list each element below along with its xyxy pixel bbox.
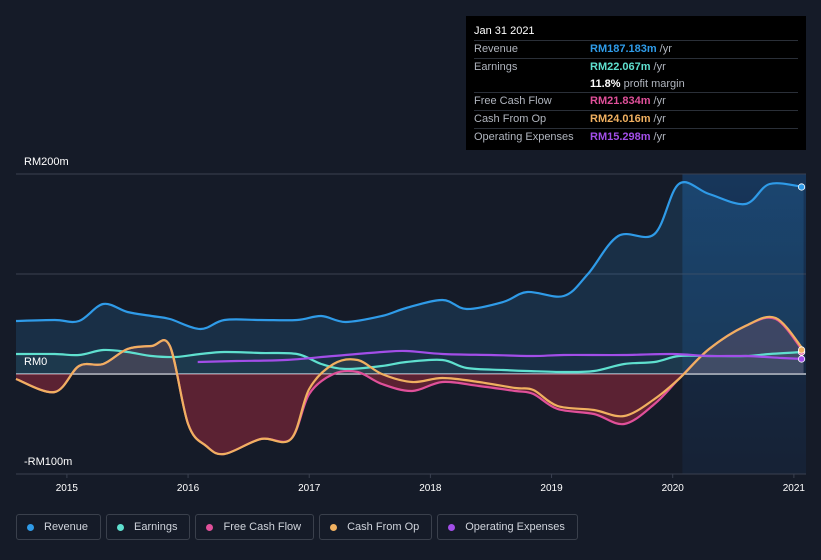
tooltip-value: RM187.183m	[590, 43, 657, 55]
line-operating-expenses	[197, 349, 804, 364]
x-tick-label: 2021	[783, 483, 806, 494]
legend-item-revenue[interactable]: Revenue	[16, 514, 102, 540]
tooltip-row: 11.8% profit margin	[474, 76, 798, 93]
legend-dot-icon	[117, 523, 125, 531]
endpoint-revenue	[797, 183, 806, 191]
area-free-cash-flow-negative	[16, 374, 804, 455]
y-tick-label: -RM100m	[24, 456, 73, 468]
endpoint-cash-from-op	[797, 346, 806, 354]
legend-label: Earnings	[134, 521, 178, 533]
legend-dot-icon	[330, 523, 338, 531]
tooltip-label: Earnings	[474, 60, 518, 73]
tooltip-unit: /yr	[653, 60, 666, 73]
forecast-region	[682, 174, 806, 474]
legend-item-free-cash-flow[interactable]: Free Cash Flow	[195, 514, 315, 540]
legend-item-operating-expenses[interactable]: Operating Expenses	[437, 514, 578, 540]
legend-label: Operating Expenses	[465, 521, 565, 533]
legend-dot-icon	[27, 523, 34, 531]
tooltip-unit: /yr	[653, 130, 666, 143]
tooltip-label: Cash From Op	[474, 113, 547, 126]
tooltip-unit: profit margin	[623, 77, 685, 90]
tooltip-value: RM22.067m	[590, 60, 651, 73]
x-tick-label: 2020	[662, 483, 685, 494]
tooltip-unit: /yr	[659, 43, 672, 55]
financials-chart: 2015 2016 2017 2018 2019 2020 2021	[15, 173, 806, 494]
tooltip-label: Revenue	[474, 43, 519, 55]
line-cash-from-op	[15, 315, 805, 456]
y-tick-label: RM200m	[24, 156, 69, 168]
line-revenue	[15, 181, 804, 331]
tooltip-unit: /yr	[653, 113, 666, 126]
tooltip-row: Revenue RM187.183m/yr	[474, 40, 798, 58]
area-cash-from-op-positive	[16, 316, 804, 374]
x-tick-label: 2019	[540, 483, 563, 494]
x-tick-label: 2018	[419, 483, 442, 494]
tooltip-value: RM15.298m	[590, 130, 651, 143]
tooltip-unit: /yr	[653, 95, 666, 108]
tooltip-label: Operating Expenses	[474, 130, 574, 143]
endpoint-operating-expenses	[797, 355, 806, 363]
tooltip-value: 11.8%	[590, 77, 621, 90]
x-tick-label: 2016	[177, 483, 200, 494]
tooltip-label: Free Cash Flow	[474, 95, 552, 108]
area-free-cash-flow-positive	[16, 317, 804, 374]
line-earnings	[15, 348, 804, 374]
tooltip-row: Free Cash Flow RM21.834m/yr	[474, 92, 798, 110]
legend-item-earnings[interactable]: Earnings	[106, 514, 191, 540]
tooltip-value: RM21.834m	[590, 95, 651, 108]
tooltip-row: Operating Expenses RM15.298m/yr	[474, 127, 798, 146]
area-revenue-positive	[16, 182, 804, 374]
legend-dot-icon	[206, 523, 214, 531]
x-axis-ticks: 2015 2016 2017 2018 2019 2020 2021	[16, 473, 806, 494]
legend-label: Revenue	[44, 521, 89, 533]
tooltip-row: Earnings RM22.067m/yr	[474, 57, 798, 76]
legend-item-cash-from-op[interactable]: Cash From Op	[319, 514, 433, 540]
legend-dot-icon	[448, 523, 456, 531]
legend-label: Free Cash Flow	[223, 521, 302, 533]
x-tick-label: 2015	[56, 483, 79, 494]
tooltip-row: Cash From Op RM24.016m/yr	[474, 110, 798, 128]
series-lines	[15, 181, 806, 456]
tooltip-date: Jan 31 2021	[474, 25, 535, 37]
tooltip-value: RM24.016m	[590, 113, 651, 126]
legend: Revenue Earnings Free Cash Flow Cash From O…	[16, 514, 578, 540]
legend-label: Cash From Op	[347, 521, 420, 533]
y-tick-label: RM0	[24, 356, 48, 368]
tooltip-label	[474, 76, 590, 93]
tooltip-panel: Jan 31 2021 Revenue RM187.183m/yr Earnings…	[466, 16, 806, 150]
x-tick-label: 2017	[298, 483, 321, 494]
